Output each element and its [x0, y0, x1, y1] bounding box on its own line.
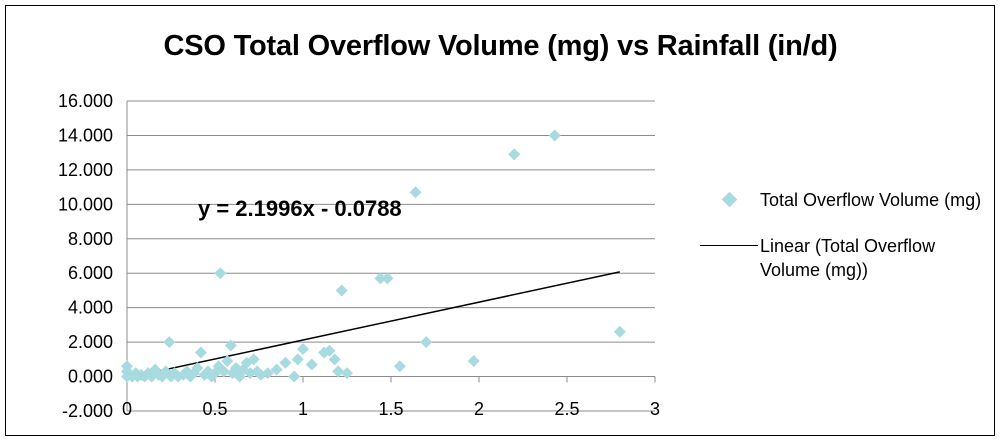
data-points: [121, 129, 626, 383]
y-tick-label: 6.000: [68, 263, 113, 283]
gridlines: [127, 100, 655, 412]
data-point: [224, 339, 237, 352]
data-point: [247, 353, 260, 366]
y-tick-label: 16.000: [58, 91, 113, 111]
data-point: [381, 272, 394, 285]
data-point: [393, 360, 406, 373]
data-point: [288, 370, 301, 383]
data-point: [221, 355, 234, 368]
legend-label-scatter: Total Overflow Volume (mg): [760, 190, 982, 210]
legend-item-linear: Linear (Total Overflow Volume (mg)): [700, 234, 985, 282]
x-tick-label: 3: [650, 399, 660, 419]
data-point: [341, 367, 353, 380]
y-tick-labels: -2.000 0.000 2.000 4.000 6.000 8.000 10.000 12.…: [58, 91, 113, 421]
line-swatch-icon: [700, 245, 758, 246]
chart-frame: [5, 5, 995, 436]
data-point: [332, 365, 345, 378]
trendline-equation: y = 2.1996x - 0.0788: [198, 196, 402, 221]
y-tick-label: 8.000: [68, 229, 113, 249]
data-point: [214, 267, 227, 280]
diamond-marker-icon: [721, 191, 738, 208]
data-point: [194, 346, 207, 359]
data-point: [508, 148, 521, 161]
y-tick-label: 14.000: [58, 125, 113, 145]
legend-label-linear: Linear (Total Overflow Volume (mg)): [760, 236, 936, 280]
data-point: [261, 367, 274, 380]
y-tick-label: -2.000: [62, 401, 113, 421]
legend-item-scatter: Total Overflow Volume (mg): [700, 188, 985, 212]
data-point: [270, 363, 283, 376]
data-point: [548, 129, 561, 142]
data-point: [244, 367, 257, 380]
axes: [126, 101, 656, 411]
y-tick-label: 10.000: [58, 194, 113, 214]
data-point: [409, 186, 422, 199]
data-point: [335, 284, 348, 297]
y-tick-label: 2.000: [68, 332, 113, 352]
data-point: [323, 344, 336, 357]
x-tick-label: 2.5: [554, 399, 579, 419]
y-tick-label: 12.000: [58, 160, 113, 180]
data-point: [305, 358, 318, 371]
trendline: [126, 271, 620, 379]
y-tick-label: 4.000: [68, 298, 113, 318]
chart-title: CSO Total Overflow Volume (mg) vs Rainfa…: [163, 30, 838, 62]
data-point: [297, 343, 309, 355]
x-tick-label: 2: [474, 399, 484, 419]
x-tick-label: 1: [298, 399, 308, 419]
x-tick-label: 0.5: [202, 399, 227, 419]
data-point: [328, 353, 341, 366]
data-point: [374, 272, 387, 285]
x-tick-label: 1.5: [378, 399, 403, 419]
data-point: [613, 325, 626, 338]
trendline-path: [126, 271, 620, 379]
legend: Total Overflow Volume (mg) Linear (Total…: [700, 188, 985, 304]
data-point: [191, 361, 204, 374]
data-point: [163, 336, 176, 349]
data-point: [291, 353, 304, 366]
y-tick-label: 0.000: [68, 367, 113, 387]
data-point: [467, 355, 480, 368]
x-tick-label: 0: [122, 399, 132, 419]
x-tick-labels: 0 0.5 1 1.5 2 2.5 3: [122, 399, 660, 419]
data-point: [279, 356, 292, 369]
data-point: [217, 365, 230, 378]
data-point: [420, 336, 433, 349]
